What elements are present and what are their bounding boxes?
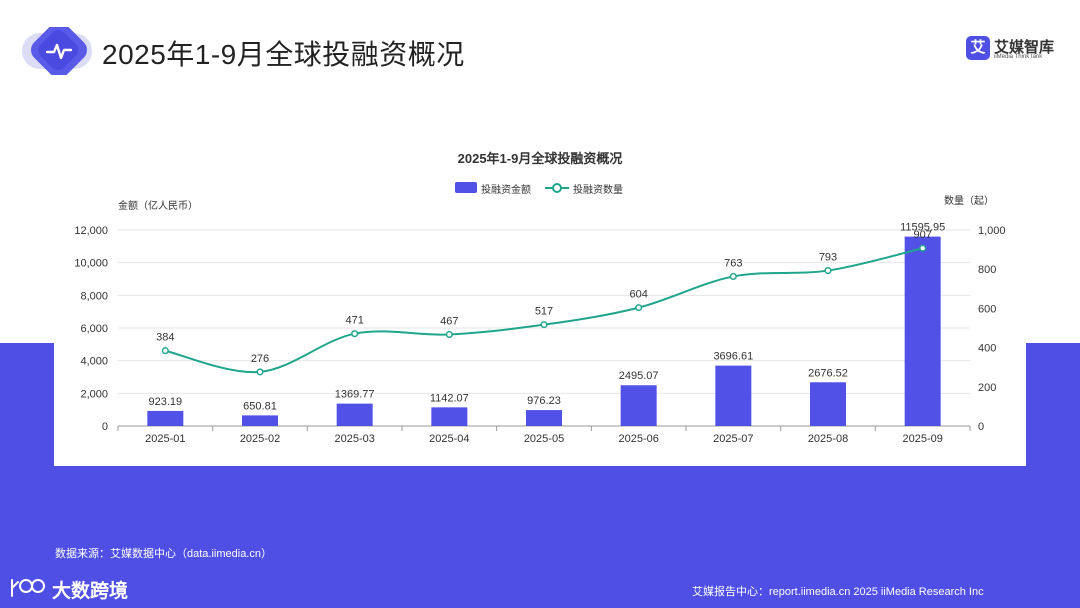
legend-line-swatch[interactable] bbox=[545, 181, 569, 195]
line-point bbox=[161, 347, 169, 355]
y-tick-right: 0 bbox=[978, 421, 984, 433]
legend-bar-swatch[interactable] bbox=[455, 182, 477, 193]
bar bbox=[242, 415, 278, 426]
pulse-logo-icon bbox=[22, 27, 92, 75]
x-tick-label: 2025-02 bbox=[240, 433, 280, 445]
bar bbox=[336, 403, 373, 426]
footer-logo-text: 大数跨境 bbox=[52, 581, 129, 602]
brand-name: 艾媒智库 bbox=[994, 39, 1055, 56]
line-point bbox=[635, 304, 643, 312]
line-data-label: 384 bbox=[156, 332, 174, 344]
brand-subtitle: iiMedia Think tank bbox=[994, 54, 1043, 60]
y-tick-left: 0 bbox=[102, 421, 108, 433]
legend-bar-label[interactable]: 投融资金额 bbox=[481, 185, 531, 196]
y-tick-left: 12,000 bbox=[74, 225, 108, 237]
x-tick-label: 2025-06 bbox=[618, 433, 658, 445]
page-title: 2025年1-9月全球投融资概况 bbox=[102, 39, 465, 70]
y-tick-left: 2,000 bbox=[80, 388, 108, 400]
x-tick-label: 2025-07 bbox=[713, 433, 753, 445]
line-point bbox=[919, 244, 927, 252]
chart-title: 2025年1-9月全球投融资概况 bbox=[457, 151, 623, 166]
bar-data-label: 1369.77 bbox=[335, 389, 375, 401]
bar bbox=[147, 410, 184, 426]
y-tick-left: 8,000 bbox=[80, 290, 108, 302]
bar bbox=[904, 236, 941, 426]
y-tick-right: 600 bbox=[978, 303, 996, 315]
x-tick-label: 2025-01 bbox=[145, 433, 185, 445]
bar bbox=[715, 365, 752, 426]
line-point bbox=[824, 267, 832, 275]
bar bbox=[620, 385, 657, 426]
y-tick-left: 6,000 bbox=[80, 323, 108, 335]
y-axis-left-label: 金额（亿人民币） bbox=[118, 201, 198, 212]
line-data-label: 604 bbox=[629, 289, 647, 301]
line-point bbox=[540, 321, 548, 329]
line-data-label: 467 bbox=[440, 315, 458, 327]
footer-logo-icon bbox=[11, 579, 45, 597]
footer-report-center: 艾媒报告中心：report.iimedia.cn 2025 iiMedia Re… bbox=[692, 586, 984, 598]
line-data-label: 793 bbox=[819, 252, 837, 264]
data-source: 数据来源：艾媒数据中心（data.iimedia.cn） bbox=[55, 548, 272, 560]
bar bbox=[526, 410, 562, 426]
line-point bbox=[256, 368, 264, 376]
brand-mark-icon: 艾 bbox=[966, 36, 990, 60]
y-axis-right-label: 数量（起） bbox=[944, 196, 994, 207]
y-tick-right: 400 bbox=[978, 343, 996, 355]
bar-data-label: 2495.07 bbox=[619, 370, 659, 382]
line-data-label: 763 bbox=[724, 257, 742, 269]
bar-data-label: 1142.07 bbox=[430, 392, 469, 404]
x-tick-label: 2025-08 bbox=[808, 433, 848, 445]
x-tick-label: 2025-03 bbox=[334, 433, 374, 445]
y-tick-right: 200 bbox=[978, 382, 996, 394]
line-point bbox=[351, 330, 359, 338]
y-tick-left: 4,000 bbox=[80, 356, 108, 368]
line-point bbox=[729, 272, 737, 281]
x-tick-label: 2025-05 bbox=[524, 433, 564, 445]
line-data-label: 471 bbox=[345, 315, 363, 327]
bar-data-label: 3696.61 bbox=[713, 351, 753, 363]
brand-logo: 艾 艾媒智库 iiMedia Think tank bbox=[966, 36, 1066, 66]
bar bbox=[810, 382, 846, 426]
x-tick-label: 2025-09 bbox=[902, 433, 942, 445]
bar bbox=[431, 407, 468, 426]
y-tick-left: 10,000 bbox=[74, 258, 108, 270]
bar-data-label: 2676.52 bbox=[808, 367, 848, 379]
bar-data-label: 650.81 bbox=[243, 400, 277, 412]
line-data-label: 517 bbox=[535, 306, 553, 318]
line-point bbox=[445, 330, 453, 339]
line-data-label: 907 bbox=[913, 229, 931, 241]
line-data-label: 276 bbox=[251, 353, 269, 365]
legend-line-label[interactable]: 投融资数量 bbox=[573, 185, 623, 196]
footer-logo: 大数跨境 bbox=[8, 574, 158, 602]
y-tick-right: 800 bbox=[978, 264, 996, 276]
bar-data-label: 923.19 bbox=[149, 396, 183, 408]
bar-data-label: 11595.95 bbox=[900, 222, 945, 234]
y-tick-right: 1,000 bbox=[978, 225, 1006, 237]
x-tick-label: 2025-04 bbox=[429, 433, 469, 445]
bar-data-label: 976.23 bbox=[527, 395, 561, 407]
